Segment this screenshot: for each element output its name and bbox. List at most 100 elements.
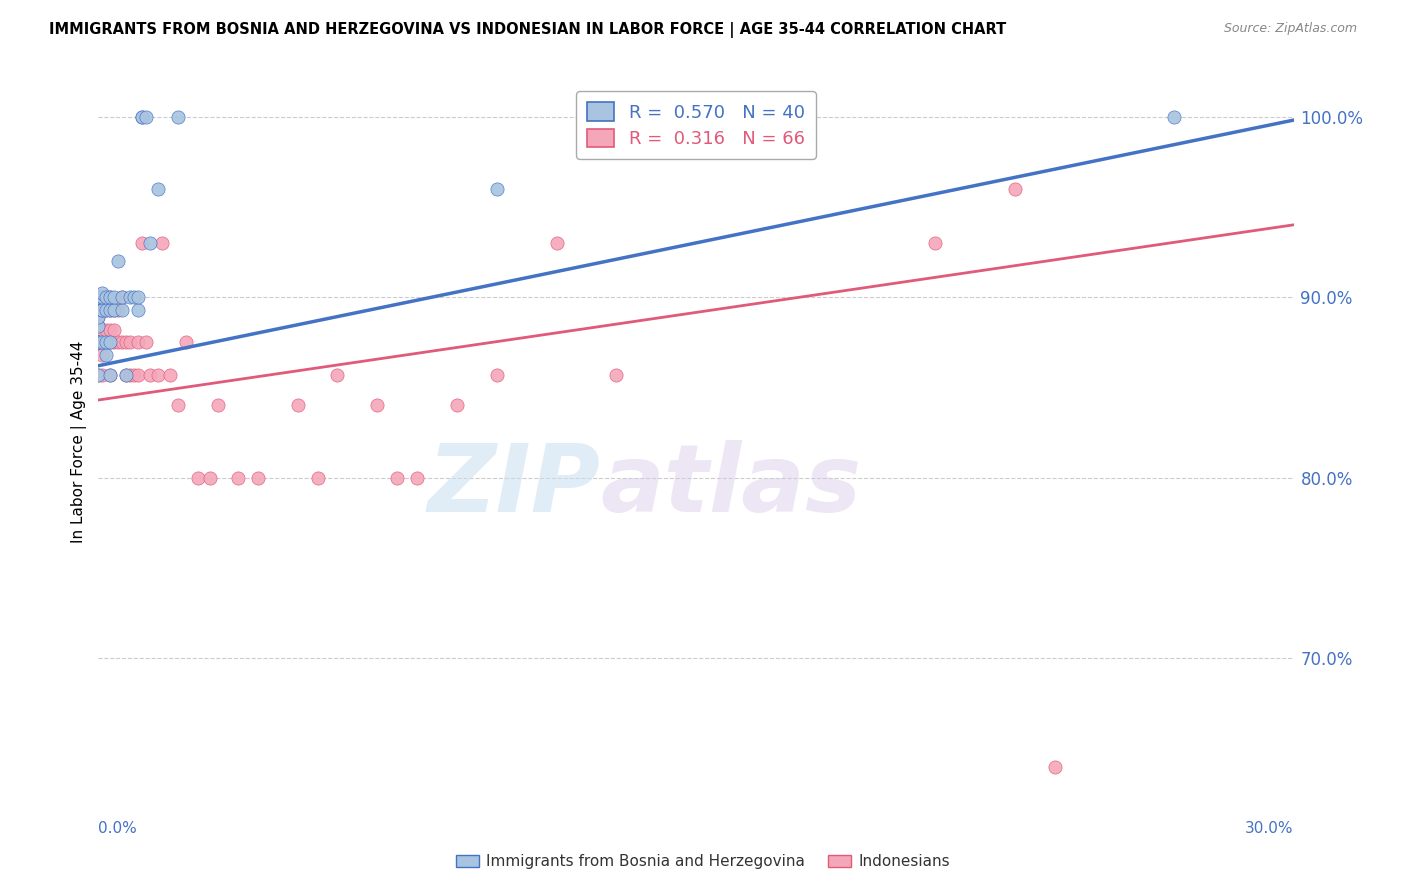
Point (96, 322, 118, 336)
Point (107, 335, 129, 350)
Point (103, 302, 125, 317)
Point (406, 470, 429, 484)
Point (115, 335, 138, 350)
Point (98, 290, 122, 304)
Point (446, 399, 468, 413)
Text: 0.0%: 0.0% (98, 821, 138, 836)
Point (924, 235, 946, 250)
Point (96, 302, 118, 317)
Point (91, 322, 114, 336)
Point (96, 290, 118, 304)
Point (87, 290, 110, 304)
Point (307, 470, 329, 484)
Point (120, 290, 142, 304)
Point (174, 335, 197, 350)
Point (91, 335, 114, 350)
Point (198, 470, 221, 484)
Point (98, 368, 122, 382)
Point (148, 368, 170, 382)
Point (96, 335, 118, 350)
Point (605, 368, 627, 382)
Point (111, 302, 134, 317)
Point (91, 302, 114, 317)
Point (91, 335, 114, 350)
Point (87, 335, 110, 350)
Point (87, 302, 110, 317)
Text: Source: ZipAtlas.com: Source: ZipAtlas.com (1223, 22, 1357, 36)
Point (131, 235, 153, 250)
Point (546, 235, 568, 250)
Point (366, 399, 388, 413)
Point (287, 399, 309, 413)
Point (98, 302, 122, 317)
Legend: Immigrants from Bosnia and Herzegovina, Indonesians: Immigrants from Bosnia and Herzegovina, … (450, 848, 956, 875)
Point (87, 335, 110, 350)
Point (103, 322, 125, 336)
Point (1043, 759, 1066, 773)
Point (111, 335, 134, 350)
Point (326, 368, 349, 382)
Point (98, 322, 122, 336)
Point (87, 290, 110, 304)
Point (87, 290, 110, 304)
Point (91, 348, 114, 362)
Point (127, 302, 149, 317)
Point (139, 368, 162, 382)
Point (87, 290, 110, 304)
Point (87, 368, 110, 382)
Point (96, 335, 118, 350)
Point (98, 335, 122, 350)
Point (87, 335, 110, 350)
Point (485, 182, 508, 196)
Point (103, 335, 125, 350)
Point (207, 399, 229, 413)
Point (115, 368, 138, 382)
Point (139, 235, 162, 250)
Point (91, 286, 114, 301)
Point (98, 368, 122, 382)
Point (98, 302, 122, 317)
Point (385, 470, 409, 484)
Point (91, 302, 114, 317)
Point (87, 290, 110, 304)
Legend: R =  0.570   N = 40, R =  0.316   N = 66: R = 0.570 N = 40, R = 0.316 N = 66 (576, 92, 815, 159)
Point (485, 368, 508, 382)
Point (246, 470, 269, 484)
Point (187, 470, 209, 484)
Text: atlas: atlas (600, 440, 862, 532)
Point (103, 302, 125, 317)
Point (96, 290, 118, 304)
Point (124, 368, 146, 382)
Point (150, 235, 173, 250)
Point (226, 470, 249, 484)
Point (107, 254, 129, 268)
Point (91, 290, 114, 304)
Point (127, 368, 149, 382)
Point (91, 368, 114, 382)
Point (167, 399, 190, 413)
Point (91, 290, 114, 304)
Point (127, 290, 149, 304)
Point (91, 290, 114, 304)
Point (87, 318, 110, 333)
Point (131, 110, 153, 124)
Point (91, 302, 114, 317)
Point (167, 110, 190, 124)
Point (115, 368, 138, 382)
Point (98, 335, 122, 350)
Point (111, 290, 134, 304)
Point (87, 310, 110, 324)
Point (1004, 182, 1026, 196)
Point (87, 335, 110, 350)
Point (98, 290, 122, 304)
Point (124, 290, 146, 304)
Text: IMMIGRANTS FROM BOSNIA AND HERZEGOVINA VS INDONESIAN IN LABOR FORCE | AGE 35-44 : IMMIGRANTS FROM BOSNIA AND HERZEGOVINA V… (49, 22, 1007, 38)
Text: 30.0%: 30.0% (1246, 821, 1294, 836)
Point (135, 335, 157, 350)
Point (1163, 110, 1185, 124)
Point (107, 302, 129, 317)
Point (96, 302, 118, 317)
Point (148, 182, 170, 196)
Point (131, 110, 153, 124)
Point (87, 318, 110, 333)
